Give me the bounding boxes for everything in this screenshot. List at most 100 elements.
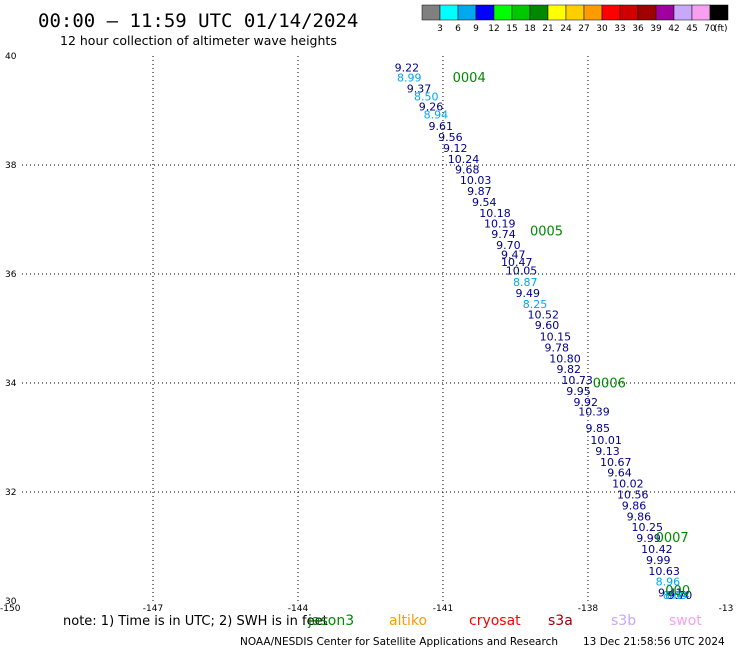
legend-swatch — [457, 4, 477, 21]
swh-value-label: 10.18 — [479, 207, 511, 220]
legend-swatch — [475, 4, 495, 21]
swh-value-label: 10.67 — [600, 456, 632, 469]
y-tick-label: 38 — [5, 161, 17, 171]
swh-value-label: 8.50 — [414, 91, 439, 104]
swh-value-label: 8.87 — [513, 276, 538, 289]
legend-bin-label: 3 — [437, 24, 443, 34]
x-tick-label: -138 — [578, 604, 599, 614]
footer: note: 1) Time is in UTC; 2) SWH is in fe… — [63, 613, 725, 648]
y-tick-label: 30 — [5, 597, 17, 607]
x-axis-labels: -150 -147 -144 -141 -138 -13 — [0, 604, 733, 614]
legend-bin-label: 15 — [506, 24, 517, 34]
y-tick-label: 32 — [5, 488, 16, 498]
satellite-label: altiko — [389, 613, 427, 629]
pass-labels: 0004 0005 0006 0007 000 — [453, 71, 690, 599]
swh-value-label: 9.70 — [668, 589, 693, 602]
swh-value-label: 10.05 — [506, 265, 538, 278]
swh-value-label: 10.01 — [590, 434, 622, 447]
swh-value-label: 9.41 — [658, 587, 683, 600]
swh-value-label: 9.60 — [535, 319, 560, 332]
swh-value-label: 9.74 — [491, 228, 516, 241]
swh-value-label: 10.25 — [631, 521, 663, 534]
swh-value-label: 9.47 — [501, 249, 526, 262]
swh-value-label: 9.56 — [438, 131, 463, 144]
swh-value-labels: 9.228.999.378.509.268.949.619.569.1210.2… — [395, 61, 693, 602]
swh-value-label: 9.13 — [595, 445, 620, 458]
swh-value-label: 10.80 — [549, 352, 581, 365]
grid-lines — [22, 56, 735, 601]
legend-bin-label: 33 — [614, 24, 625, 34]
legend-bin-label: 21 — [542, 24, 553, 34]
legend-swatch — [583, 4, 603, 21]
swh-value-label: 10.39 — [578, 406, 610, 419]
plot-background — [8, 56, 735, 601]
swh-value-label: 10.03 — [460, 174, 492, 187]
legend-swatch — [709, 4, 729, 21]
y-axis-labels: 40 38 36 34 32 30 — [5, 52, 17, 607]
legend-swatch — [673, 4, 693, 21]
legend-bin-label: 70 — [704, 24, 716, 34]
legend-swatch — [511, 4, 531, 21]
swh-value-label: 8.94 — [665, 589, 690, 602]
footer-credit: NOAA/NESDIS Center for Satellite Applica… — [240, 636, 558, 648]
x-tick-label: -141 — [433, 604, 453, 614]
swh-value-label: 9.12 — [443, 142, 468, 155]
legend-swatch — [565, 4, 585, 21]
legend-swatch — [691, 4, 711, 21]
legend-bin-label: 24 — [560, 24, 572, 34]
legend-bin-label: 9 — [473, 24, 479, 34]
legend-swatch — [547, 4, 567, 21]
swh-value-label: 10.19 — [484, 218, 516, 231]
swh-value-label: 9.78 — [544, 341, 569, 354]
swh-value-label: 10.73 — [561, 374, 593, 387]
swh-value-label: 9.82 — [557, 363, 582, 376]
swh-value-label: 9.86 — [627, 510, 652, 523]
swh-value-label: 9.99 — [646, 554, 671, 567]
legend-swatch — [601, 4, 621, 21]
pass-label: 000 — [665, 584, 690, 599]
satellite-label: jason3 — [307, 613, 354, 629]
swh-value-label: 9.86 — [622, 499, 647, 512]
swh-value-label: 9.70 — [496, 239, 521, 252]
legend-bin-label: 27 — [578, 24, 589, 34]
x-tick-label: -150 — [0, 604, 21, 614]
swh-value-label: 10.52 — [528, 309, 560, 322]
satellite-label: cryosat — [469, 613, 521, 629]
swh-value-label: 8.69 — [663, 589, 688, 602]
plot-area: 40 38 36 34 32 30 -150 -147 -144 -141 -138 -13 9.2… — [0, 52, 735, 614]
swh-value-label: 9.22 — [395, 61, 420, 74]
swh-value-label: 9.92 — [573, 396, 598, 409]
x-tick-label: -144 — [288, 604, 309, 614]
legend-swatch — [529, 4, 549, 21]
x-tick-label: -13 — [719, 604, 734, 614]
swh-value-label: 8.96 — [656, 576, 681, 589]
footer-timestamp: 13 Dec 21:58:56 UTC 2024 — [583, 636, 725, 648]
footer-note: note: 1) Time is in UTC; 2) SWH is in fe… — [63, 614, 328, 629]
pass-label: 0007 — [656, 531, 689, 546]
pass-label: 0004 — [453, 71, 486, 86]
chart-title: 00:00 – 11:59 UTC 01/14/2024 — [38, 10, 358, 32]
swh-value-label: 10.24 — [448, 153, 480, 166]
legend-swatch — [421, 4, 441, 21]
satellite-label: swot — [669, 613, 702, 629]
chart-subtitle: 12 hour collection of altimeter wave hei… — [60, 33, 337, 48]
legend-swatch — [655, 4, 675, 21]
legend-bin-label: 36 — [632, 24, 644, 34]
legend-swatch — [637, 4, 657, 21]
swh-value-label: 9.49 — [515, 287, 540, 300]
legend-swatch — [619, 4, 639, 21]
legend-bin-label: 42 — [668, 24, 679, 34]
y-tick-label: 40 — [5, 52, 17, 62]
legend-bin-label: 30 — [596, 24, 608, 34]
legend-swatch — [439, 4, 459, 21]
swh-value-label: 9.85 — [586, 422, 611, 435]
swh-value-label: 10.42 — [641, 543, 673, 556]
swh-value-label: 9.54 — [472, 196, 497, 209]
swh-value-label: 10.56 — [617, 489, 649, 502]
legend-bin-label: 18 — [524, 24, 536, 34]
swh-value-label: 9.99 — [636, 532, 661, 545]
legend-bin-label: 6 — [455, 24, 461, 34]
swh-value-label: 9.87 — [467, 185, 492, 198]
y-tick-label: 36 — [5, 270, 17, 280]
